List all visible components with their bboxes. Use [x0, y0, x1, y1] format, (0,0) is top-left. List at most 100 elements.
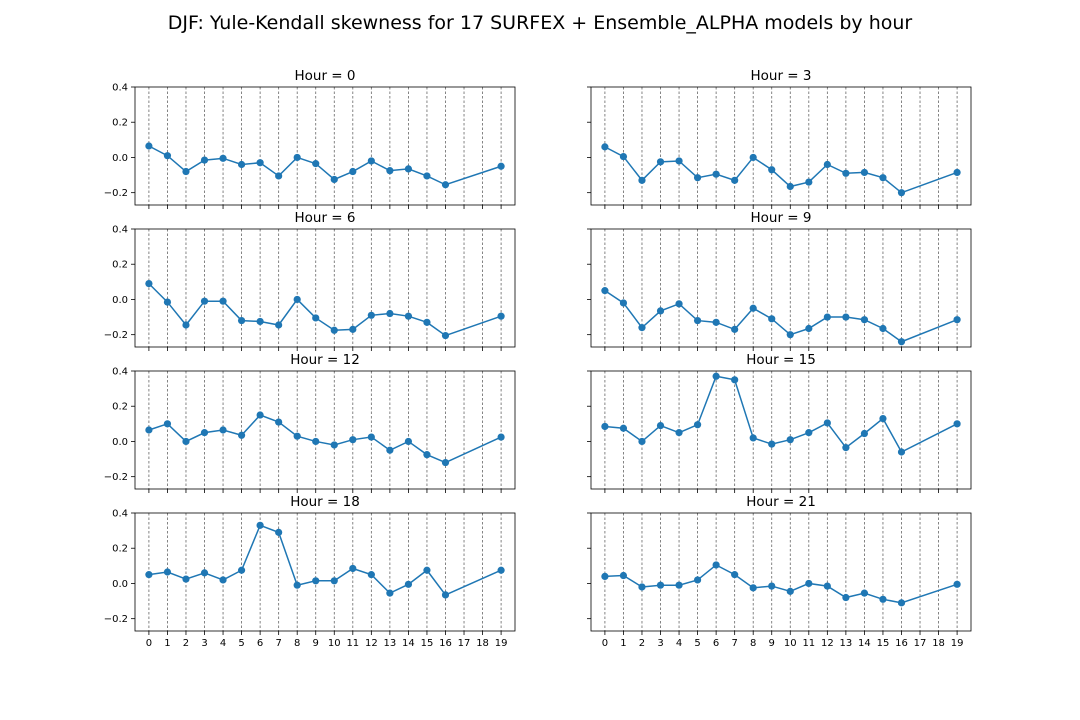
data-point — [163, 298, 172, 306]
data-point — [219, 297, 227, 305]
x-tick-label: 4 — [220, 638, 226, 649]
y-tick-label: 0.0 — [112, 437, 128, 448]
y-tick-label: 0.4 — [112, 83, 128, 94]
data-point — [145, 142, 153, 150]
x-tick-label: 6 — [713, 638, 719, 649]
data-point — [497, 312, 505, 320]
x-tick-label: 8 — [750, 638, 756, 649]
data-point — [145, 571, 153, 579]
data-point — [293, 295, 301, 304]
data-point — [693, 421, 702, 429]
data-point — [237, 566, 246, 574]
data-point — [953, 316, 961, 324]
data-point — [953, 580, 961, 588]
data-point — [860, 589, 869, 597]
x-tick-label: 13 — [840, 638, 853, 649]
data-point — [441, 331, 450, 340]
data-point — [712, 318, 720, 326]
data-point — [860, 316, 869, 324]
data-point — [386, 589, 394, 597]
data-point — [675, 429, 683, 437]
data-point — [441, 458, 450, 467]
x-tick-label: 0 — [602, 638, 608, 649]
data-point — [349, 436, 357, 444]
data-point — [423, 451, 431, 459]
data-point — [897, 448, 906, 456]
data-point — [237, 160, 246, 169]
data-point — [423, 172, 431, 180]
data-point — [349, 564, 357, 573]
y-tick-label: 0.4 — [112, 367, 128, 378]
data-point — [656, 581, 665, 589]
data-point — [675, 157, 683, 165]
data-point — [786, 331, 794, 339]
data-point — [330, 175, 338, 184]
data-point — [182, 167, 190, 176]
data-point — [293, 153, 301, 162]
data-point — [897, 599, 906, 607]
data-point — [200, 569, 209, 577]
data-point — [367, 571, 375, 579]
x-tick-label: 8 — [294, 638, 300, 649]
data-point — [312, 314, 320, 322]
data-point — [712, 170, 720, 178]
data-point — [256, 411, 264, 419]
subplot-title: Hour = 9 — [750, 210, 811, 226]
data-point — [749, 153, 757, 162]
x-tick-label: 5 — [694, 638, 700, 649]
y-tick-label: 0.0 — [112, 153, 128, 164]
x-tick-label: 12 — [365, 638, 378, 649]
x-tick-label: 14 — [858, 638, 871, 649]
data-point — [497, 433, 505, 441]
x-tick-label: 5 — [238, 638, 244, 649]
data-point — [219, 426, 227, 434]
subplot-grid: Hour = 0 0.4 0.2 0.0 −0.2 Hour = 3 Hour = 6 0.4… — [104, 68, 972, 649]
data-point — [786, 182, 794, 191]
data-point — [386, 309, 394, 318]
series-line — [148, 524, 502, 596]
data-point — [200, 297, 209, 305]
data-point — [219, 576, 227, 584]
data-point — [200, 156, 209, 164]
data-point — [693, 576, 702, 584]
data-point — [404, 165, 413, 173]
data-point — [404, 437, 413, 446]
x-tick-label: 3 — [657, 638, 663, 649]
subplot-panel: Hour = 3 — [587, 68, 972, 209]
data-point — [219, 154, 227, 162]
data-point — [879, 174, 887, 182]
data-point — [163, 420, 172, 428]
y-tick-label: −0.2 — [104, 330, 128, 341]
data-point — [367, 157, 375, 165]
x-tick-label: 19 — [951, 638, 964, 649]
x-tick-label: 12 — [821, 638, 834, 649]
data-point — [675, 300, 683, 308]
data-point — [638, 437, 646, 446]
data-point — [404, 312, 413, 320]
data-point — [842, 313, 850, 321]
x-tick-label: 6 — [257, 638, 263, 649]
data-point — [749, 434, 757, 442]
y-tick-label: 0.4 — [112, 225, 128, 236]
data-point — [237, 431, 246, 439]
y-tick-label: 0.2 — [112, 544, 128, 555]
x-tick-label: 14 — [402, 638, 415, 649]
data-point — [693, 174, 702, 182]
x-tick-label: 16 — [895, 638, 908, 649]
data-point — [312, 577, 320, 585]
data-point — [256, 521, 264, 529]
data-point — [675, 581, 683, 589]
y-tick-label: 0.2 — [112, 118, 128, 129]
data-point — [163, 568, 172, 576]
data-point — [768, 582, 776, 590]
subplot-panel: Hour = 0 0.4 0.2 0.0 −0.2 — [104, 68, 516, 209]
x-tick-label: 18 — [932, 638, 945, 649]
subplot-title: Hour = 21 — [746, 494, 816, 510]
data-point — [619, 424, 628, 432]
x-tick-label: 15 — [877, 638, 890, 649]
data-point — [163, 152, 172, 160]
axes-frame — [590, 370, 972, 490]
y-tick-label: −0.2 — [104, 188, 128, 199]
x-tick-label: 4 — [676, 638, 682, 649]
data-point — [731, 376, 739, 384]
